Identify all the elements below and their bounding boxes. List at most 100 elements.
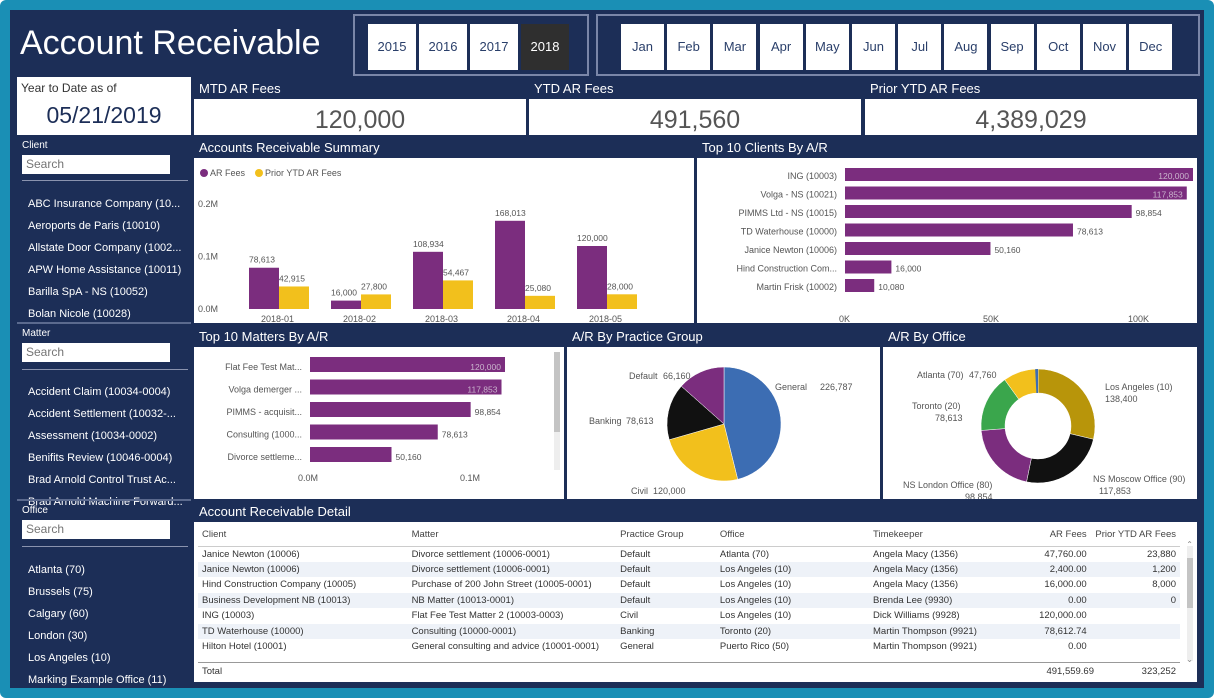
matter-search-input[interactable] — [22, 343, 170, 362]
kpi-prior-value: 4,389,029 — [975, 106, 1087, 134]
month-button-may[interactable]: May — [805, 24, 849, 70]
office-list-item[interactable]: Calgary (60) — [28, 608, 89, 620]
ytd-label: Year to Date as of — [21, 81, 117, 95]
office-list-item[interactable]: Marking Example Office (11) — [28, 674, 167, 686]
bar-prior-ytd — [607, 294, 637, 309]
year-button-2017[interactable]: 2017 — [470, 24, 518, 70]
table-row[interactable]: Hilton Hotel (10001) General consulting a… — [198, 639, 1180, 655]
data-label: 98,854 — [475, 407, 501, 417]
month-button-jun[interactable]: Jun — [852, 24, 895, 70]
sidebar-separator — [17, 499, 191, 501]
matter-list-item[interactable]: Benifits Review (10046-0004) — [28, 452, 173, 464]
table-cell: Consulting (10000-0001) — [407, 623, 617, 639]
slice-value: 78,613 — [626, 416, 654, 426]
table-row[interactable]: ING (10003) Flat Fee Test Matter 2 (10003… — [198, 608, 1180, 624]
office-list-item[interactable]: London (30) — [28, 630, 88, 642]
month-button-apr[interactable]: Apr — [759, 24, 803, 70]
donut-slice — [1035, 369, 1038, 394]
table-row[interactable]: Hind Construction Company (10005) Purchas… — [198, 577, 1180, 593]
month-button-jul[interactable]: Jul — [898, 24, 942, 70]
bar — [845, 260, 892, 274]
legend-ar-fees-marker — [200, 169, 208, 177]
category-label: ING (10003) — [787, 171, 837, 181]
table-cell: General — [620, 641, 654, 653]
bar — [310, 402, 471, 417]
practice-title: A/R By Practice Group — [567, 327, 880, 347]
table-cell: 2,400.00 — [1028, 561, 1091, 577]
scroll-up-icon[interactable]: ⌃ — [1186, 540, 1193, 549]
practice-pie-chart: General 226,787 Civil 120,000 Banking 78,613 D… — [589, 366, 853, 496]
client-list-item[interactable]: ABC Insurance Company (10... — [28, 198, 181, 210]
category-label: Martin Frisk (10002) — [756, 282, 837, 292]
matter-list-item[interactable]: Accident Claim (10034-0004) — [28, 386, 171, 398]
ytd-date: 05/21/2019 — [46, 102, 162, 128]
office-search-input[interactable] — [22, 520, 170, 539]
month-button-dec[interactable]: Dec — [1129, 24, 1173, 70]
column-header[interactable]: Client — [198, 524, 408, 547]
column-header[interactable]: Matter — [407, 524, 617, 547]
client-list-item[interactable]: Bolan Nicole (10028) — [28, 308, 131, 320]
column-header[interactable]: Prior YTD AR Fees — [1090, 524, 1180, 547]
month-button-nov[interactable]: Nov — [1083, 24, 1126, 70]
column-header[interactable]: Timekeeper — [869, 524, 1029, 547]
scroll-down-icon[interactable]: ⌄ — [1186, 655, 1193, 664]
slice-value: 78,613 — [935, 413, 963, 423]
matter-list-item[interactable]: Assessment (10034-0002) — [28, 430, 158, 442]
bar-prior-ytd — [361, 294, 391, 309]
data-label-ar: 120,000 — [577, 233, 608, 243]
slice-label: Los Angeles (10) — [1105, 382, 1173, 392]
table-cell: Los Angeles (10) — [715, 561, 870, 577]
client-filter-label: Client — [22, 140, 48, 151]
page-title: Account Receivable — [20, 24, 321, 62]
ar-summary-panel: Accounts Receivable Summary AR Fees Prior… — [194, 138, 694, 323]
client-list-item[interactable]: Allstate Door Company (1002... — [28, 242, 182, 254]
table-cell: TD Waterhouse (10000) — [198, 623, 408, 639]
matter-list-item[interactable]: Brad Arnold Machine Forward... — [28, 496, 183, 508]
data-label: 120,000 — [1158, 171, 1189, 181]
month-button-oct[interactable]: Oct — [1036, 24, 1080, 70]
table-row[interactable]: TD Waterhouse (10000) Consulting (10000-0… — [198, 623, 1180, 639]
year-button-2018[interactable]: 2018 — [521, 24, 569, 70]
matter-list-item[interactable]: Brad Arnold Control Trust Ac... — [28, 474, 176, 486]
bar-ar-fees — [413, 251, 443, 309]
x-tick-label: 0.1M — [460, 473, 480, 483]
y-tick-label: 0.1M — [198, 252, 218, 262]
practice-panel: A/R By Practice Group General 226,787 Civi… — [567, 327, 880, 499]
table-cell: Default — [616, 592, 716, 608]
column-header[interactable]: AR Fees — [1028, 524, 1091, 547]
year-button-2016[interactable]: 2016 — [419, 24, 467, 70]
year-button-2015[interactable]: 2015 — [368, 24, 416, 70]
table-cell: 16,000.00 — [1044, 579, 1087, 591]
client-list-item[interactable]: Barilla SpA - NS (10052) — [28, 286, 148, 298]
table-cell: Brenda Lee (9930) — [869, 592, 1029, 608]
table-row[interactable]: Janice Newton (10006) Divorce settlement … — [198, 561, 1180, 577]
column-header[interactable]: Office — [715, 524, 870, 547]
ar-summary-chart: AR Fees Prior YTD AR Fees 0.0M 0.1M 0.2M 78,6… — [198, 168, 637, 323]
office-list-item[interactable]: Los Angeles (10) — [28, 652, 111, 664]
kpi-ytd-card: YTD AR Fees 491,560 — [529, 79, 861, 135]
client-list-item[interactable]: Aeroports de Paris (10010) — [28, 220, 161, 232]
client-list-item[interactable]: APW Home Assistance (10011) — [28, 264, 182, 276]
column-header[interactable]: Practice Group — [616, 524, 716, 547]
month-button-aug[interactable]: Aug — [944, 24, 988, 70]
pie-slice — [680, 366, 725, 425]
total-prior: 323,252 — [1141, 666, 1176, 677]
office-list-item[interactable]: Brussels (75) — [28, 586, 93, 598]
month-button-feb[interactable]: Feb — [667, 24, 711, 70]
client-search-input[interactable] — [22, 155, 170, 174]
matter-list-item[interactable]: Accident Settlement (10032-... — [28, 408, 176, 420]
matter-divider — [22, 369, 188, 370]
table-cell: Default — [620, 579, 651, 591]
month-button-sep[interactable]: Sep — [990, 24, 1034, 70]
table-row[interactable]: Business Development NB (10013) NB Matter… — [198, 592, 1180, 608]
detail-scrollbar[interactable] — [1187, 546, 1193, 661]
month-button-jan[interactable]: Jan — [621, 24, 664, 70]
table-cell: Puerto Rico (50) — [719, 641, 790, 653]
bar-prior-ytd — [279, 286, 309, 309]
month-button-mar[interactable]: Mar — [713, 24, 757, 70]
office-list-item[interactable]: Atlanta (70) — [28, 564, 85, 576]
kpi-mtd-value: 120,000 — [314, 106, 406, 134]
scroll-thumb[interactable] — [1187, 558, 1193, 608]
table-cell: Flat Fee Test Matter 2 (10003-0003) — [411, 610, 564, 622]
table-row[interactable]: Janice Newton (10006) Divorce settlement … — [198, 546, 1180, 562]
